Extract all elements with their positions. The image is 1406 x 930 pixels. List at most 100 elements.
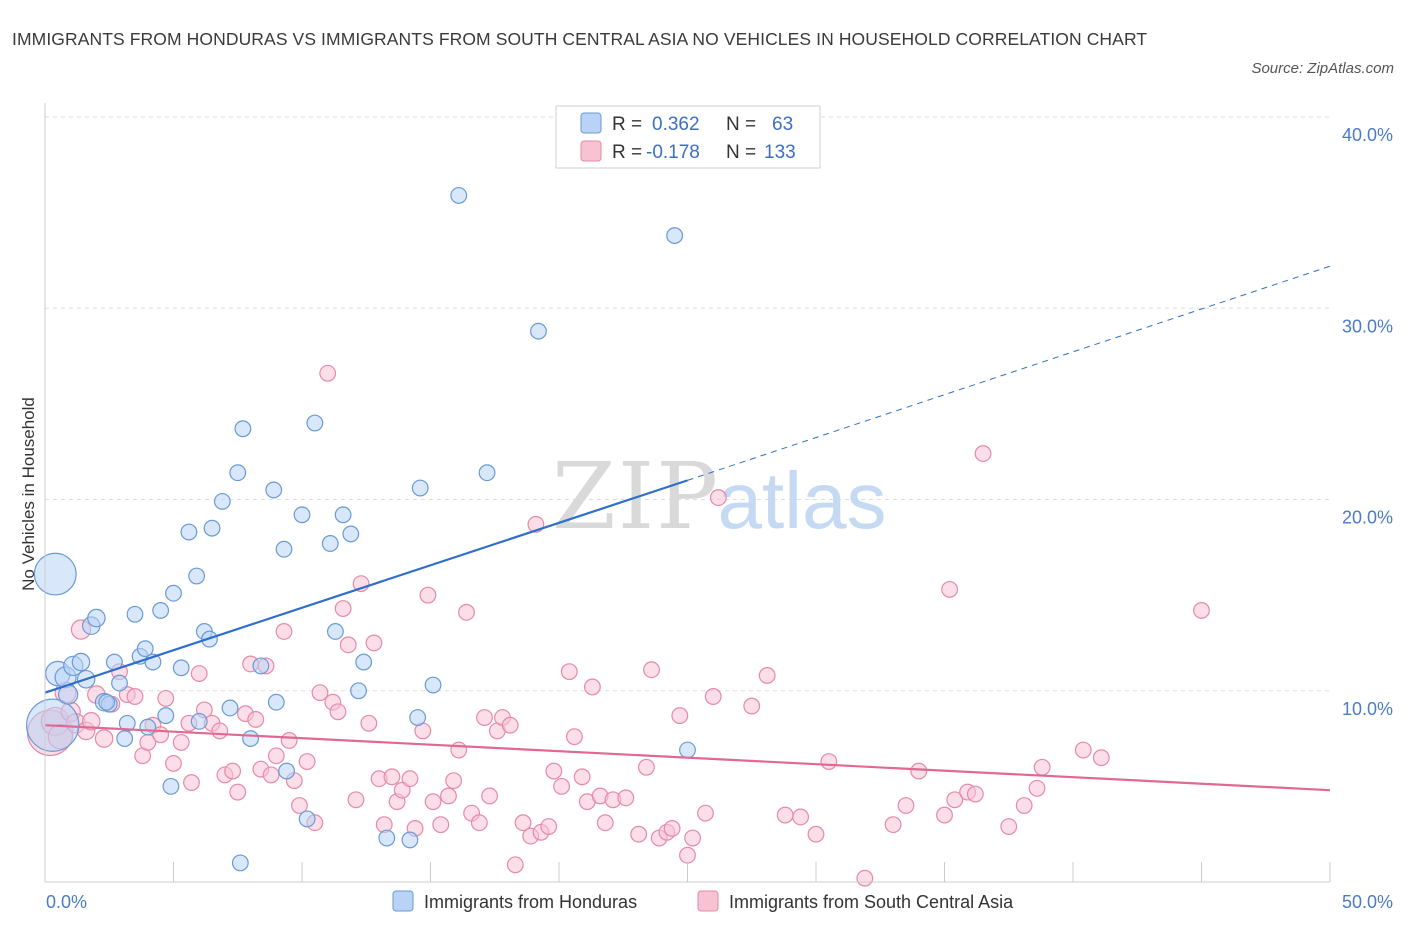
bottom-legend-swatch-blue [392, 890, 414, 912]
honduras-point [530, 322, 547, 340]
south-central-asia-point [1193, 601, 1210, 619]
legend-n-label: N = [726, 142, 756, 163]
south-central-asia-point [583, 678, 601, 696]
legend-r-label: R = [612, 142, 642, 163]
south-central-asia-point [897, 797, 915, 814]
honduras-point [162, 777, 180, 795]
south-central-asia-point [224, 762, 242, 780]
south-central-asia-point [1000, 818, 1018, 835]
south-central-asia-point [481, 787, 499, 805]
honduras-point [306, 414, 324, 432]
legend-r-value-pink: -0.178 [646, 142, 700, 163]
honduras-point [409, 709, 427, 726]
bottom-legend-south-central-asia: Immigrants from South Central Asia [729, 892, 1014, 912]
south-central-asia-point [856, 869, 874, 887]
honduras-point [152, 601, 170, 619]
y-tick-label: 30.0% [1342, 316, 1393, 336]
south-central-asia-point [596, 814, 614, 832]
south-central-asia-point [941, 580, 959, 598]
legend-r-value-blue: 0.362 [652, 114, 700, 135]
south-central-asia-point [432, 816, 450, 834]
south-central-asia-point [974, 445, 992, 463]
south-central-asia-point [291, 797, 308, 814]
honduras-point [378, 829, 396, 847]
honduras-point [424, 676, 442, 694]
honduras-point [203, 519, 221, 537]
grid-lines [45, 116, 1330, 692]
south-central-asia-point [470, 814, 488, 832]
south-central-asia-point [311, 684, 329, 702]
south-central-asia-point [679, 846, 696, 864]
south-central-asia-point [792, 808, 810, 826]
honduras-point [275, 540, 293, 558]
south-central-asia-point [1033, 758, 1051, 776]
honduras-point [265, 481, 283, 499]
south-central-asia-point [440, 787, 457, 805]
south-central-asia-point [776, 806, 794, 824]
south-central-asia-point [820, 753, 838, 770]
south-central-asia-point [383, 768, 401, 786]
south-central-asia-point [319, 364, 337, 382]
honduras-trend-extension [687, 265, 1331, 481]
watermark-atlas: atlas [718, 456, 887, 545]
legend-swatch-blue [580, 112, 602, 134]
honduras-point [666, 227, 684, 245]
south-central-asia-point [165, 754, 182, 772]
south-central-asia-point [506, 856, 524, 874]
honduras-point [355, 653, 373, 671]
honduras-point [98, 693, 116, 711]
south-central-asia-point [393, 781, 411, 799]
south-central-asia-point [709, 489, 727, 507]
honduras-point [342, 525, 360, 543]
south-central-asia-point [637, 758, 655, 776]
x-tick-label-end: 50.0% [1342, 892, 1393, 912]
y-tick-label: 20.0% [1342, 508, 1393, 528]
south-central-asia-point [172, 733, 190, 751]
honduras-point [136, 640, 154, 658]
south-central-asia-point [94, 729, 114, 748]
honduras-point [267, 693, 285, 711]
south-central-asia-point [126, 688, 144, 705]
honduras-point [188, 567, 206, 585]
chart-title: IMMIGRANTS FROM HONDURAS VS IMMIGRANTS F… [12, 29, 1148, 49]
series-legend: Immigrants from Honduras Immigrants from… [392, 890, 1014, 912]
south-central-asia-point [573, 768, 591, 786]
honduras-point [139, 718, 157, 736]
honduras-point [87, 608, 106, 628]
south-central-asia-point [630, 825, 648, 843]
south-central-asia-point [298, 753, 316, 770]
honduras-point [478, 464, 496, 482]
south-central-asia-point [910, 762, 928, 780]
honduras-point [33, 552, 77, 596]
south-central-asia-point [643, 661, 660, 679]
south-central-asia-point [211, 722, 229, 740]
honduras-point [111, 674, 128, 692]
south-central-asia-point [229, 783, 247, 801]
south-central-asia-point [401, 770, 419, 788]
y-axis-label: No Vehicles in Household [19, 397, 38, 591]
south-central-asia-point [697, 804, 714, 822]
honduras-point [157, 707, 175, 725]
south-central-asia-point [565, 728, 583, 746]
south-central-asia-point [884, 816, 902, 834]
south-central-asia-point [365, 634, 383, 652]
honduras-point [190, 712, 208, 730]
honduras-point [118, 714, 136, 732]
legend-n-label: N = [726, 114, 756, 135]
south-central-asia-point [360, 714, 378, 732]
honduras-point [326, 623, 344, 640]
honduras-point [229, 464, 247, 482]
honduras-point [221, 699, 239, 717]
honduras-point [321, 535, 339, 552]
south-central-asia-trend-line [44, 724, 1331, 792]
south-central-asia-point [458, 603, 475, 621]
south-central-asia-point [704, 688, 722, 705]
honduras-point [172, 659, 190, 677]
south-central-asia-point [247, 711, 265, 728]
axes [44, 103, 1331, 883]
watermark-zip: ZIP [552, 443, 720, 550]
south-central-asia-point [1015, 797, 1033, 814]
legend-r-label: R = [612, 114, 642, 135]
south-central-asia-point [663, 820, 681, 837]
